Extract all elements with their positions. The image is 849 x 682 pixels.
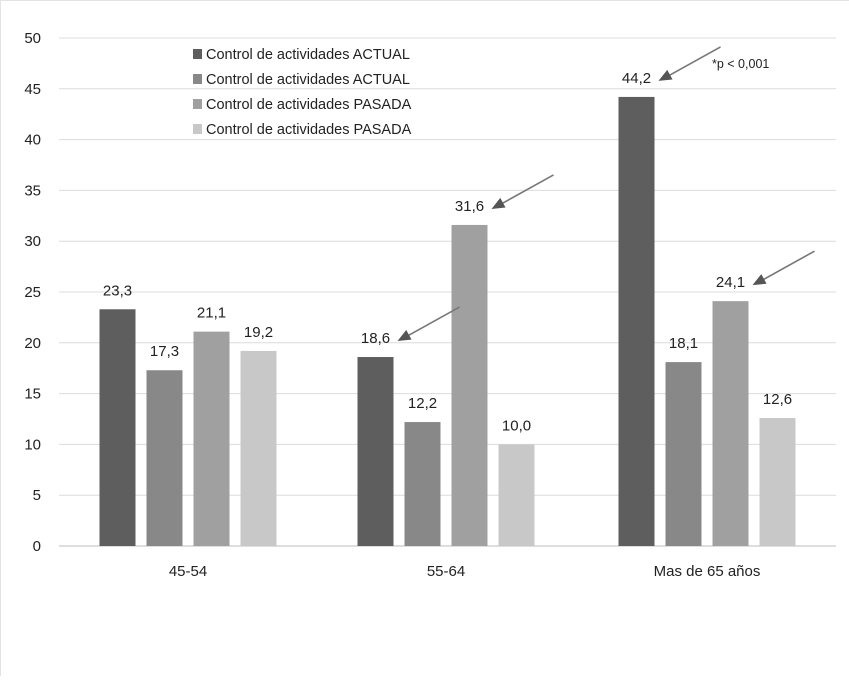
arrow-head: [752, 274, 767, 286]
x-axis: 45-54 55-64 Mas de 65 años: [169, 563, 761, 580]
arrow-line: [499, 174, 554, 206]
bars: [99, 96, 796, 546]
category-label: 45-54: [169, 563, 207, 580]
y-tick-label: 25: [24, 284, 41, 301]
bar: [240, 350, 277, 546]
legend-swatch: [193, 99, 202, 109]
bar: [618, 96, 655, 546]
bar: [193, 331, 230, 546]
legend-label: Control de actividades ACTUAL: [206, 72, 410, 88]
category-label: Mas de 65 años: [654, 563, 761, 580]
y-tick-label: 15: [24, 386, 41, 403]
bar: [451, 224, 488, 546]
data-label: 24,1: [716, 274, 745, 291]
y-tick-label: 50: [24, 30, 41, 47]
y-axis: 0 5 10 15 20 25 30 35 40 45 50: [24, 30, 41, 555]
legend-label: Control de actividades PASADA: [206, 97, 412, 113]
y-tick-label: 45: [24, 81, 41, 98]
bar: [146, 370, 183, 546]
legend-label: Control de actividades PASADA: [206, 122, 412, 138]
bar: [357, 357, 394, 546]
arrow-line: [405, 306, 460, 338]
arrow-line: [666, 46, 721, 78]
y-tick-label: 35: [24, 182, 41, 199]
bar: [665, 362, 702, 546]
y-tick-label: 30: [24, 233, 41, 250]
data-label: 17,3: [150, 343, 179, 360]
y-tick-label: 40: [24, 132, 41, 149]
bar: [404, 422, 441, 546]
y-tick-label: 5: [33, 487, 41, 504]
data-label: 19,2: [244, 324, 273, 341]
data-label: 44,2: [622, 70, 651, 87]
data-label: 18,1: [669, 335, 698, 352]
y-tick-label: 0: [33, 538, 41, 555]
y-tick-label: 20: [24, 335, 41, 352]
arrow-head: [491, 197, 506, 209]
data-label: 12,6: [763, 391, 792, 408]
bar: [99, 309, 136, 546]
arrow-head: [658, 69, 673, 81]
legend-swatch: [193, 124, 202, 134]
category-label: 55-64: [427, 563, 465, 580]
bar: [498, 444, 535, 546]
significance-arrows: [397, 46, 815, 342]
bar: [759, 417, 796, 546]
data-label: 31,6: [455, 198, 484, 215]
gridlines: [59, 37, 836, 547]
legend: Control de actividades ACTUAL Control de …: [193, 47, 412, 138]
bar: [712, 301, 749, 546]
arrow-head: [397, 329, 412, 342]
data-label: 23,3: [103, 282, 132, 299]
significance-note: *p < 0,001: [712, 57, 769, 71]
data-label: 18,6: [361, 330, 390, 347]
legend-label: Control de actividades ACTUAL: [206, 47, 410, 63]
legend-swatch: [193, 74, 202, 84]
data-label: 21,1: [197, 305, 226, 322]
data-label: 12,2: [408, 395, 437, 412]
y-tick-label: 10: [24, 436, 41, 453]
legend-swatch: [193, 49, 202, 59]
data-label: 10,0: [502, 417, 531, 434]
data-labels: 23,3 17,3 21,1 19,2 18,6 12,2 31,6 10,0 44,2 18,1…: [103, 70, 792, 434]
arrow-line: [760, 250, 815, 282]
